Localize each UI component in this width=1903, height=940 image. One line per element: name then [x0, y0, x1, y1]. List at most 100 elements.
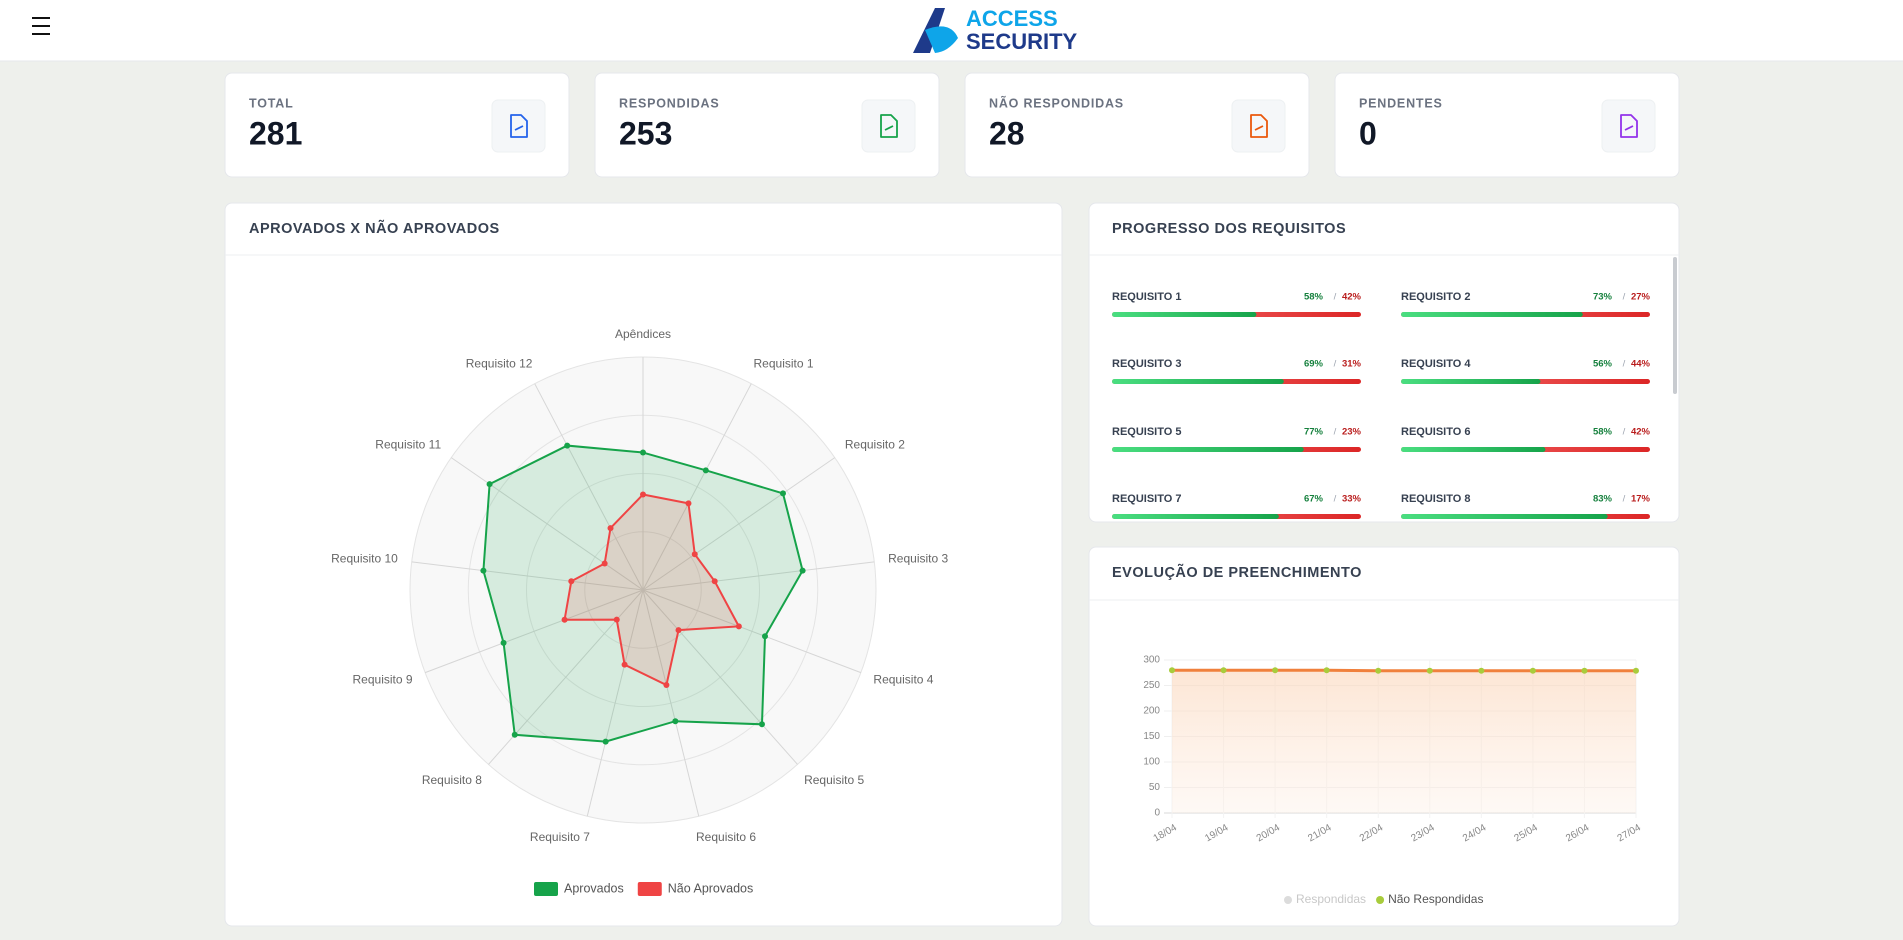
radar-area — [482, 444, 804, 743]
stat-icon — [1250, 114, 1268, 138]
requirement-name: REQUISITO 3 — [1112, 358, 1181, 370]
logo-text: ACCESS — [966, 6, 1058, 31]
stat-card — [1334, 72, 1680, 178]
requirement-name: REQUISITO 7 — [1112, 493, 1181, 505]
rejected-label: 17% — [1631, 494, 1651, 505]
separator: / — [1623, 427, 1626, 438]
line-point — [1220, 667, 1227, 674]
legend-label: Respondidas — [1296, 892, 1366, 906]
progress-list: REQUISITO 1 58% / 42% REQUISITO 2 73% / 27% REQU… — [1112, 291, 1651, 519]
radar-point — [672, 718, 679, 725]
legend-label: Não Respondidas — [1388, 892, 1483, 906]
radar-area — [563, 493, 741, 687]
stat-icon-box — [1601, 99, 1656, 153]
stat-label: PENDENTES — [1359, 96, 1443, 110]
approved-bar — [1401, 312, 1583, 317]
stat-card — [594, 72, 940, 178]
legend-label: Não Aprovados — [668, 881, 753, 895]
radar-axis-label: Requisito 9 — [353, 673, 413, 687]
line-area — [1172, 670, 1636, 813]
stat-value: 281 — [249, 115, 302, 151]
radar-point — [711, 578, 718, 585]
radar-spoke — [424, 589, 644, 674]
radar-point — [511, 731, 518, 738]
radar-point — [758, 721, 765, 728]
radar-point — [702, 467, 709, 474]
approved-label: 56% — [1593, 359, 1613, 370]
y-tick-label: 100 — [1143, 757, 1160, 768]
rejected-label: 42% — [1631, 427, 1651, 438]
stat-label: NÃO RESPONDIDAS — [989, 95, 1124, 110]
radar-point — [564, 442, 571, 449]
radar-point — [663, 682, 670, 689]
requirement-name: REQUISITO 1 — [1112, 291, 1181, 303]
separator: / — [1623, 494, 1626, 505]
stat-card — [224, 72, 570, 178]
stat-icon-box — [1231, 99, 1286, 153]
card-title: APROVADOS X NÃO APROVADOS — [249, 219, 500, 237]
stat-icon-box — [491, 99, 546, 153]
radar-axis-label: Requisito 6 — [696, 830, 756, 844]
radar-spoke — [642, 457, 836, 591]
line-point — [1529, 667, 1536, 674]
approved-bar — [1112, 514, 1279, 519]
line-point — [1375, 667, 1382, 674]
radar-point — [691, 551, 698, 558]
radar-spoke — [642, 561, 875, 591]
stat-value: 28 — [989, 115, 1025, 151]
radar-axis-label: Requisito 2 — [845, 437, 905, 451]
logo-mark — [925, 26, 958, 53]
stat-icon — [1620, 114, 1638, 138]
stat-icon — [880, 114, 898, 138]
approved-label: 73% — [1593, 292, 1613, 303]
radar-spoke — [642, 589, 798, 765]
requirement-name: REQUISITO 5 — [1112, 426, 1181, 438]
menu-button[interactable] — [28, 12, 54, 40]
radar-spoke — [642, 589, 862, 674]
card-title: EVOLUÇÃO DE PREENCHIMENTO — [1112, 563, 1362, 581]
radar-point — [613, 616, 620, 623]
separator: / — [1334, 292, 1337, 303]
line-point — [1323, 667, 1330, 674]
stat-icon-detail — [1624, 125, 1634, 131]
stat-card — [964, 72, 1310, 178]
approved-bar — [1401, 447, 1546, 452]
radar-axis-label: Requisito 7 — [530, 830, 590, 844]
separator: / — [1623, 292, 1626, 303]
stat-value: 0 — [1359, 115, 1377, 151]
radar-point — [602, 738, 609, 745]
radar-axis-label: Requisito 3 — [888, 551, 948, 565]
radar-point — [675, 627, 682, 634]
radar-point — [561, 616, 568, 623]
rejected-label: 33% — [1342, 494, 1362, 505]
legend-marker — [1284, 896, 1292, 904]
radar-spoke — [642, 589, 700, 817]
approved-bar — [1401, 379, 1541, 384]
separator: / — [1334, 427, 1337, 438]
requirement-name: REQUISITO 4 — [1401, 358, 1471, 370]
radar-point — [480, 567, 487, 574]
radar-point — [640, 491, 646, 498]
approved-label: 83% — [1593, 494, 1613, 505]
radar-axis-label: Requisito 5 — [804, 773, 864, 787]
radar-point — [607, 525, 614, 532]
separator: / — [1623, 359, 1626, 370]
legend-swatch — [637, 882, 662, 896]
line-point — [1272, 667, 1279, 674]
rejected-label: 42% — [1342, 292, 1362, 303]
requirement-name: REQUISITO 8 — [1401, 493, 1470, 505]
stat-label: RESPONDIDAS — [619, 96, 719, 110]
y-tick-label: 150 — [1143, 731, 1160, 742]
scrollbar[interactable] — [1673, 257, 1677, 394]
progress-card — [1088, 202, 1680, 523]
radar-point — [500, 639, 507, 646]
radar-spoke — [450, 457, 644, 591]
line-series — [1172, 668, 1636, 673]
approved-label: 58% — [1593, 427, 1613, 438]
approved-bar — [1401, 514, 1608, 519]
approved-bar — [1112, 447, 1304, 452]
radar-point — [685, 500, 692, 507]
approved-label: 69% — [1304, 359, 1324, 370]
legend-swatch — [534, 882, 558, 896]
